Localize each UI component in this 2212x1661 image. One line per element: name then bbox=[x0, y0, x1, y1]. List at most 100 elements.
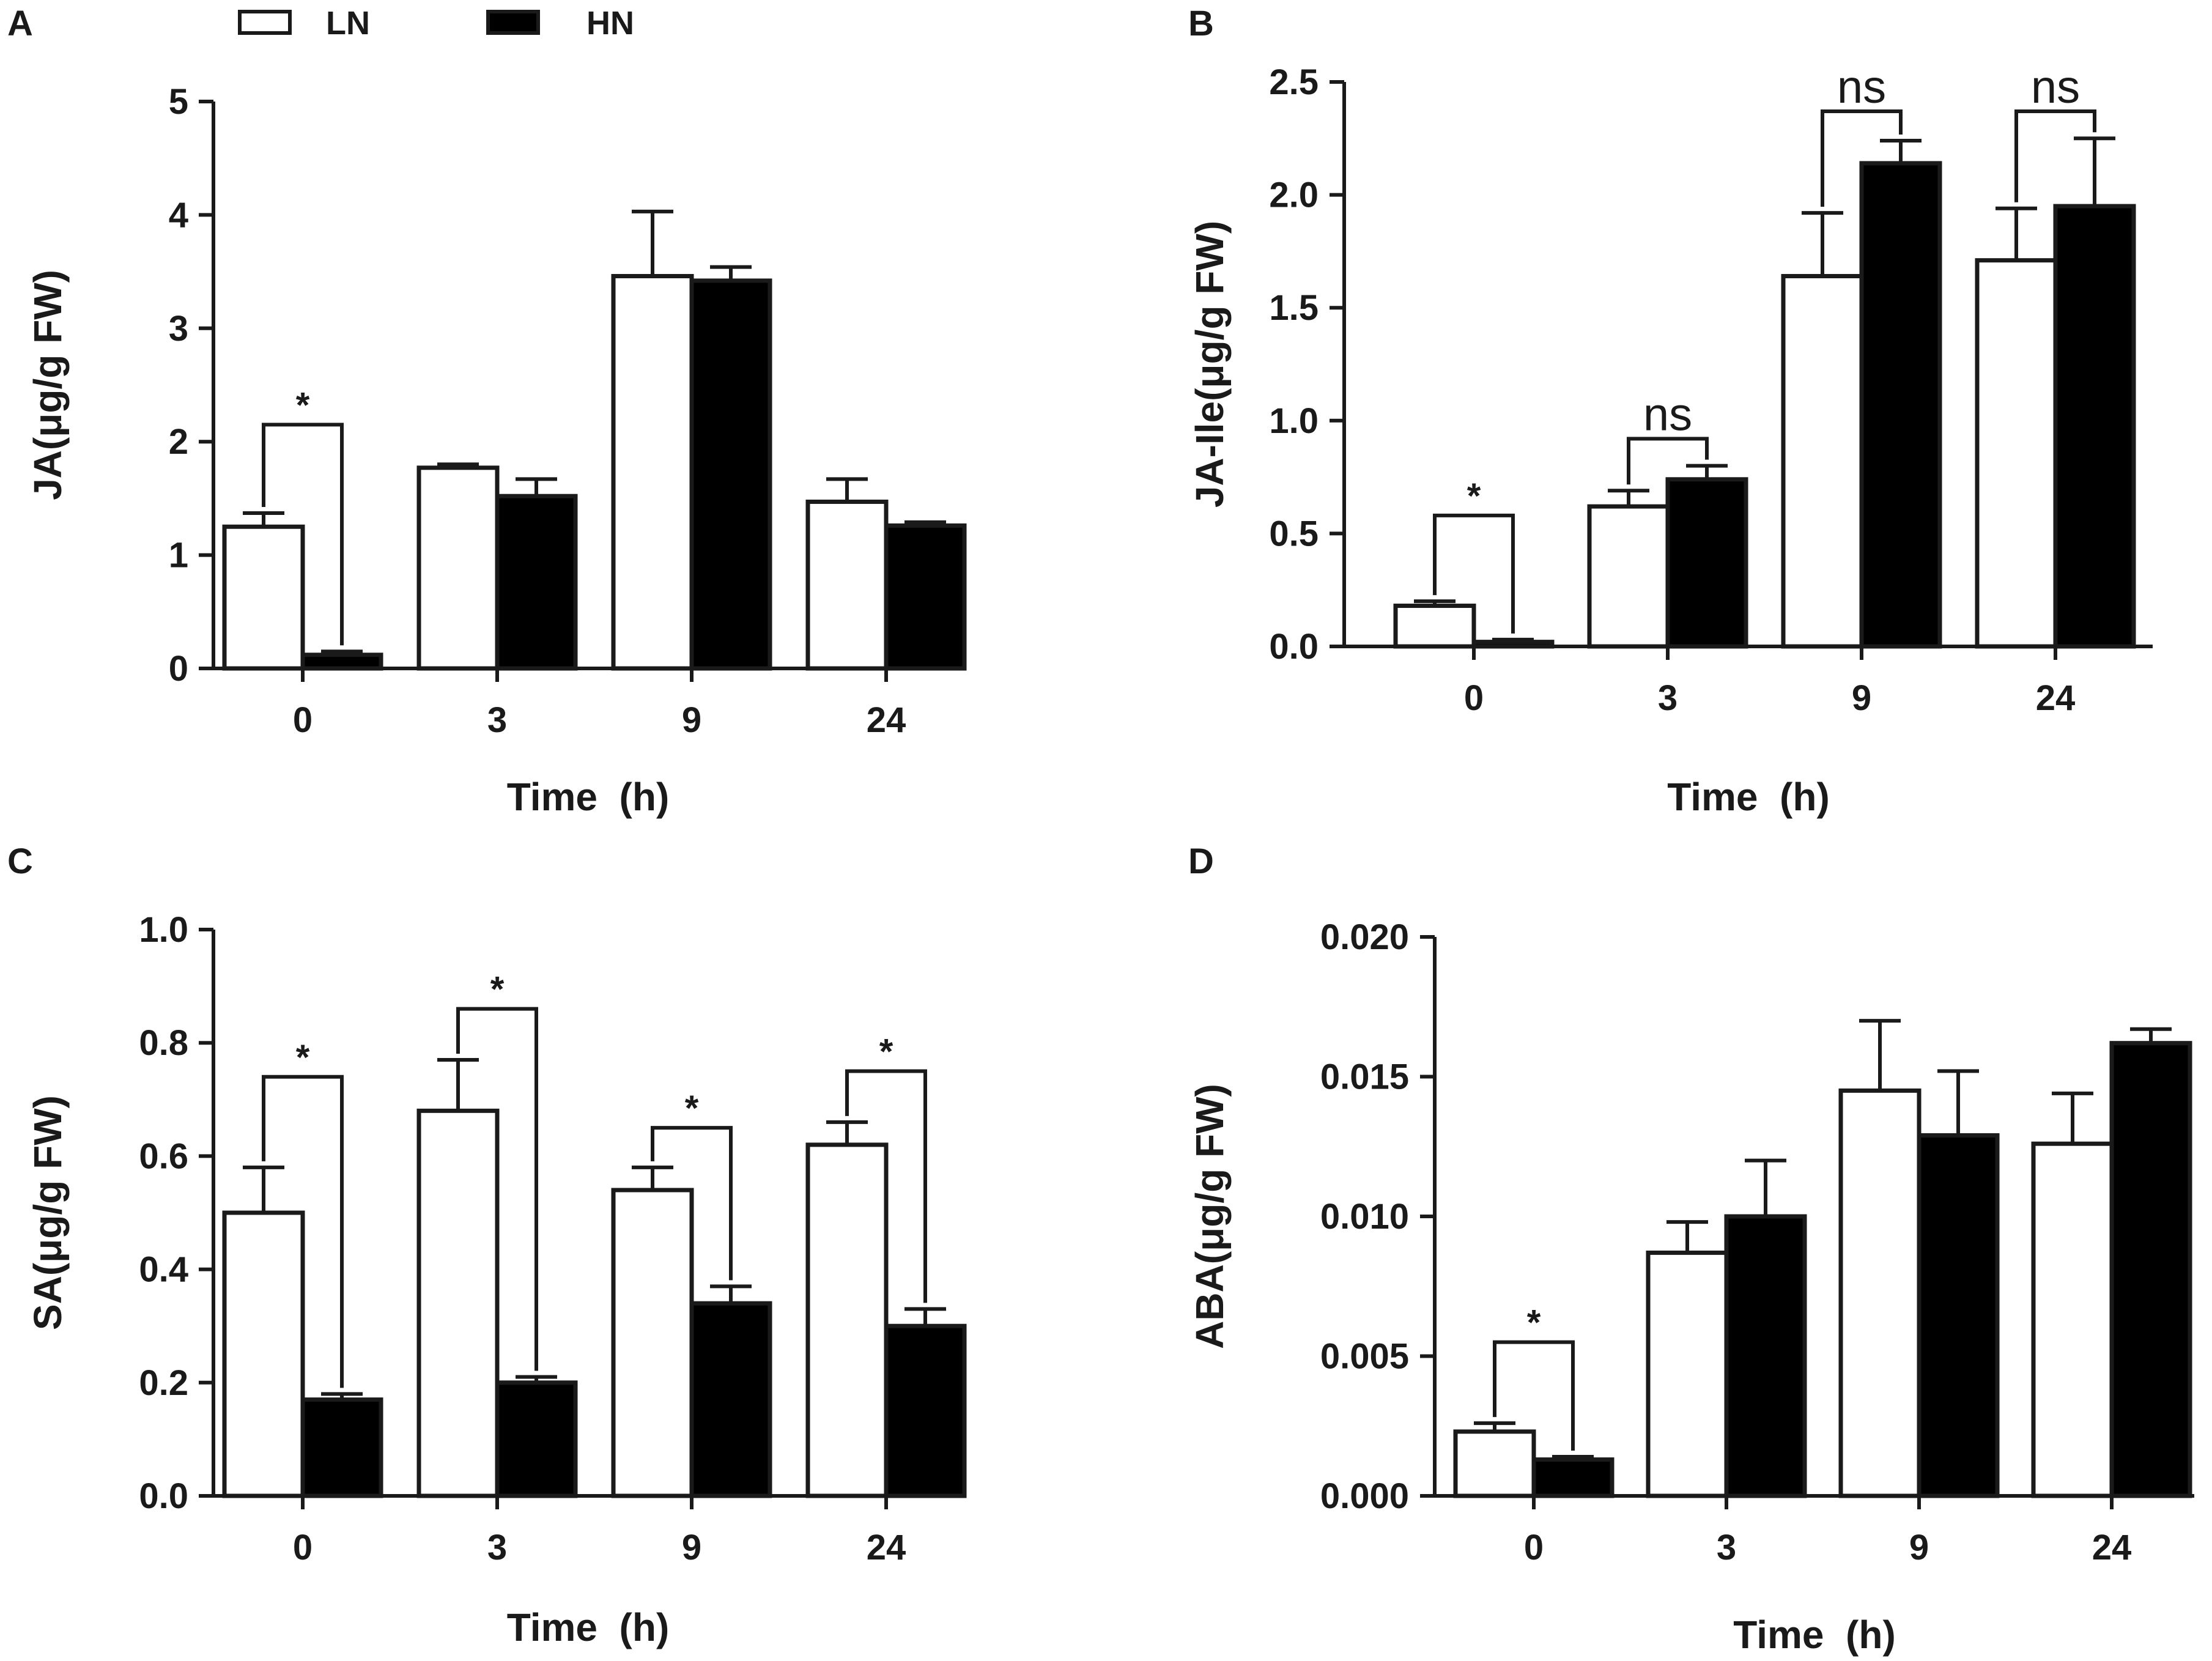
bar-hn-0 bbox=[1531, 1457, 1615, 1498]
y-tick-label: 5 bbox=[169, 82, 188, 122]
significance-label: * bbox=[685, 1089, 699, 1128]
bar-hn-9 bbox=[1859, 161, 1942, 649]
x-tick-label: 3 bbox=[1658, 678, 1677, 718]
y-tick-label: 2.5 bbox=[1269, 62, 1319, 102]
y-tick-label: 0.0 bbox=[1269, 627, 1319, 667]
y-tick-label: 0.6 bbox=[139, 1136, 188, 1176]
x-tick-label: 9 bbox=[1909, 1528, 1929, 1567]
y-tick-label: 0.5 bbox=[1269, 514, 1319, 553]
bar-hn-24 bbox=[884, 1323, 967, 1498]
bar-ln-3 bbox=[416, 465, 500, 671]
bar-ln-0 bbox=[222, 524, 305, 671]
y-tick-label: 0.4 bbox=[139, 1250, 188, 1290]
panel-letter-b: B bbox=[1188, 4, 1214, 43]
x-tick-label: 24 bbox=[2036, 678, 2076, 718]
bar-ln-24 bbox=[805, 499, 889, 671]
y-tick-label: 1 bbox=[169, 536, 188, 575]
x-tick-label: 3 bbox=[487, 1528, 507, 1567]
chart-panel-c: 0 3 9 24 * * * * 0.0 0.2 0.4 0.6 0.8 1.0 SA(μg/g FW) Ti… bbox=[26, 910, 967, 1649]
x-tick-label: 24 bbox=[2092, 1528, 2132, 1567]
bar-hn-9 bbox=[689, 1301, 772, 1498]
y-tick-label: 0.0 bbox=[139, 1476, 188, 1516]
y-tick-label: 0.000 bbox=[1320, 1476, 1409, 1516]
legend-label-ln: LN bbox=[326, 5, 370, 42]
significance-label: * bbox=[1527, 1303, 1541, 1343]
x-tick-label: 9 bbox=[682, 1528, 701, 1567]
chart-panel-b: 0 3 9 24 * ns ns ns 0.0 0.5 1.0 1.5 2.0 2.5 JA-Ile(μg/… bbox=[1188, 61, 2153, 819]
y-tick-label: 0.015 bbox=[1320, 1057, 1409, 1097]
legend-swatch-ln bbox=[238, 10, 292, 35]
bar-hn-3 bbox=[495, 494, 578, 671]
y-tick-label: 3 bbox=[169, 309, 188, 349]
y-axis-title: ABA(μg/g FW) bbox=[1188, 1084, 1232, 1349]
significance-label: * bbox=[296, 1038, 310, 1078]
y-tick-label: 0.8 bbox=[139, 1023, 188, 1063]
significance-bracket bbox=[2014, 109, 2096, 202]
y-axis-title: JA-Ile(μg/g FW) bbox=[1188, 221, 1232, 508]
chart-panel-d: 0 3 9 24 * 0.000 0.005 0.010 0.015 0.020 ABA(μg/g … bbox=[1188, 917, 2194, 1657]
significance-bracket bbox=[262, 1075, 344, 1388]
chart-panel-a: 0 3 9 24 * 0 1 2 3 4 5 JA(μg/g FW) Time (h) bbox=[26, 82, 967, 819]
bar-ln-0 bbox=[1453, 1429, 1536, 1498]
significance-label: * bbox=[296, 385, 310, 425]
bar-ln-3 bbox=[1587, 504, 1670, 649]
significance-label: ns bbox=[2031, 61, 2080, 113]
y-tick-label: 0 bbox=[169, 649, 188, 689]
y-tick-label: 1.0 bbox=[1269, 401, 1319, 441]
panel-letter-d: D bbox=[1188, 842, 1214, 881]
bar-ln-3 bbox=[416, 1108, 500, 1498]
bar-ln-24 bbox=[2031, 1141, 2114, 1498]
x-tick-label: 0 bbox=[1524, 1528, 1544, 1567]
bar-ln-24 bbox=[805, 1142, 889, 1498]
legend-label-hn: HN bbox=[586, 5, 634, 42]
significance-bracket bbox=[1433, 513, 1515, 634]
significance-label: ns bbox=[1837, 61, 1886, 113]
bar-hn-24 bbox=[884, 523, 967, 671]
bar-ln-24 bbox=[1975, 258, 2058, 649]
x-axis-title: Time (h) bbox=[1667, 775, 1830, 819]
y-tick-label: 1.5 bbox=[1269, 288, 1319, 328]
x-axis-title: Time (h) bbox=[1733, 1613, 1896, 1657]
y-tick-label: 4 bbox=[169, 195, 188, 235]
significance-bracket bbox=[651, 1126, 733, 1281]
bar-hn-3 bbox=[1665, 477, 1748, 649]
y-tick-label: 2 bbox=[169, 422, 188, 462]
bar-hn-9 bbox=[1917, 1133, 2000, 1498]
y-tick-label: 2.0 bbox=[1269, 176, 1319, 215]
bar-ln-9 bbox=[1838, 1088, 1922, 1498]
significance-bracket bbox=[1493, 1340, 1575, 1451]
x-tick-label: 0 bbox=[1464, 678, 1484, 718]
significance-bracket bbox=[1821, 109, 1903, 207]
bar-ln-0 bbox=[1393, 604, 1476, 649]
x-axis-title: Time (h) bbox=[507, 775, 670, 819]
bar-hn-3 bbox=[1724, 1214, 1807, 1498]
bar-hn-0 bbox=[300, 1397, 383, 1498]
legend: LN HN bbox=[238, 5, 634, 42]
legend-swatch-hn bbox=[486, 10, 540, 35]
x-tick-label: 0 bbox=[293, 1528, 313, 1567]
bar-hn-9 bbox=[689, 278, 772, 671]
x-tick-label: 3 bbox=[1717, 1528, 1736, 1567]
significance-label: ns bbox=[1643, 388, 1692, 440]
significance-bracket bbox=[1627, 437, 1709, 485]
x-tick-label: 9 bbox=[682, 700, 701, 740]
y-axis-title: SA(μg/g FW) bbox=[26, 1095, 70, 1330]
bar-hn-0 bbox=[300, 653, 383, 671]
y-tick-label: 0.2 bbox=[139, 1363, 188, 1403]
bar-ln-9 bbox=[611, 274, 694, 671]
x-tick-label: 9 bbox=[1852, 678, 1871, 718]
y-axis-title: JA(μg/g FW) bbox=[26, 270, 70, 500]
significance-bracket bbox=[845, 1069, 927, 1303]
x-axis-title: Time (h) bbox=[507, 1605, 670, 1649]
significance-label: * bbox=[879, 1032, 893, 1072]
y-tick-label: 0.020 bbox=[1320, 917, 1409, 957]
panel-letter-c: C bbox=[7, 842, 33, 881]
y-tick-label: 0.005 bbox=[1320, 1337, 1409, 1377]
bar-hn-3 bbox=[495, 1380, 578, 1498]
y-tick-label: 0.010 bbox=[1320, 1197, 1409, 1237]
x-tick-label: 0 bbox=[293, 700, 313, 740]
significance-label: * bbox=[1467, 476, 1481, 516]
x-tick-label: 24 bbox=[867, 1528, 906, 1567]
significance-bracket bbox=[456, 1007, 538, 1371]
